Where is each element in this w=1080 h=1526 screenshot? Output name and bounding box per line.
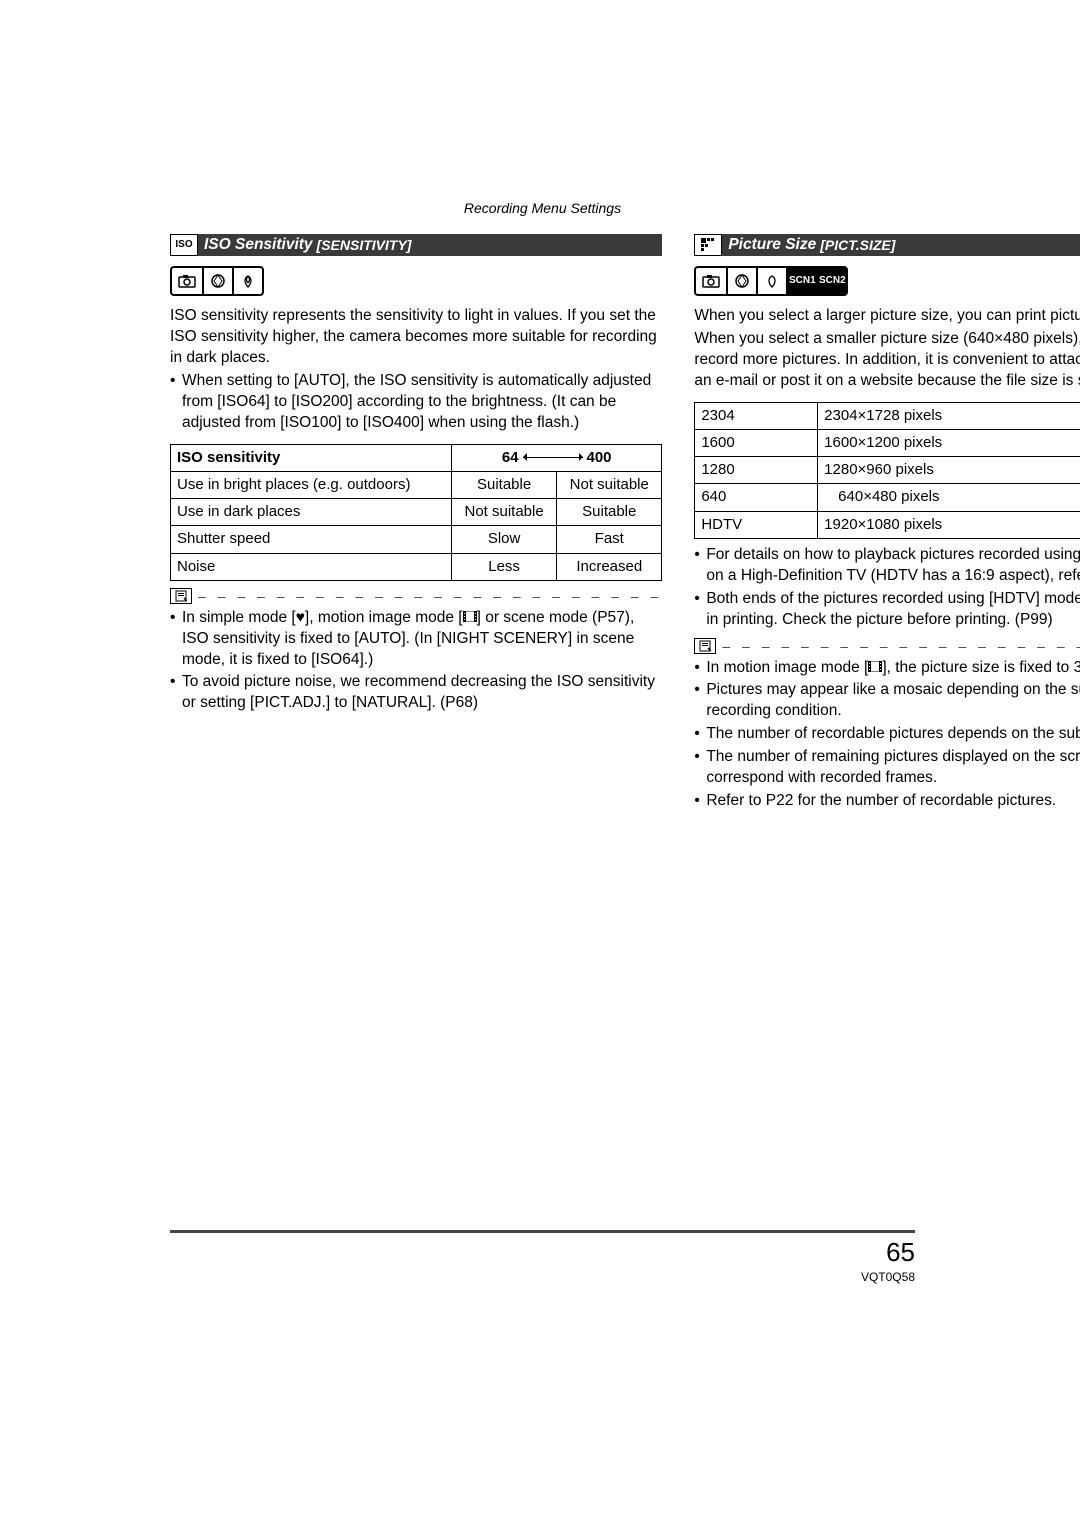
cell: 640×480 pixels xyxy=(818,484,1080,511)
pict-b1: For details on how to playback pictures … xyxy=(694,545,1080,587)
pict-b2: Both ends of the pictures recorded using… xyxy=(694,589,1080,631)
cell: Less xyxy=(452,553,557,580)
table-row: 23042304×1728 pixels xyxy=(695,402,1080,429)
pict-section-bar: Picture Size [PICT.SIZE] xyxy=(694,234,1080,256)
pict-title-text: Picture Size xyxy=(728,235,816,256)
iso-title-text: ISO Sensitivity xyxy=(204,235,313,256)
pict-badge-icon xyxy=(694,234,722,256)
motion-icon xyxy=(868,660,882,676)
pict-note-bullets: In motion image mode [ ], the picture siz… xyxy=(694,658,1080,812)
page-footer: 65 VQT0Q58 xyxy=(170,1230,915,1284)
note-icon xyxy=(694,638,716,654)
pict-intro-2: When you select a smaller picture size (… xyxy=(694,329,1080,392)
table-row: HDTV1920×1080 pixels xyxy=(695,511,1080,538)
dash-line: – – – – – – – – – – – – – – – – – – – – … xyxy=(722,637,1080,656)
t: ], the picture size is fixed to 320×240 … xyxy=(882,659,1080,676)
table-row: Shutter speed Slow Fast xyxy=(171,526,662,553)
cell: 1600 xyxy=(695,429,818,456)
iso-table: ISO sensitivity 64 400 Use in bright pla… xyxy=(170,444,662,581)
right-column: Picture Size [PICT.SIZE] SCN1 SCN2 When … xyxy=(694,234,1080,812)
note-divider: – – – – – – – – – – – – – – – – – – – – … xyxy=(170,587,662,606)
cell: Shutter speed xyxy=(171,526,452,553)
cell: 1280 xyxy=(695,457,818,484)
iso-section-bar: ISO ISO Sensitivity [SENSITIVITY] xyxy=(170,234,662,256)
iso-section-title: ISO Sensitivity [SENSITIVITY] xyxy=(198,234,662,256)
cell: 1280×960 pixels xyxy=(818,457,1080,484)
cell: 1600×1200 pixels xyxy=(818,429,1080,456)
iso-note-bullets: In simple mode [♥], motion image mode []… xyxy=(170,608,662,715)
iso-range-high: 400 xyxy=(587,448,612,468)
cell: Use in bright places (e.g. outdoors) xyxy=(171,471,452,498)
cell: Noise xyxy=(171,553,452,580)
table-row: 12801280×960 pixels xyxy=(695,457,1080,484)
range-arrow-icon xyxy=(523,457,583,458)
pict-bullets: For details on how to playback pictures … xyxy=(694,545,1080,631)
footer-rule xyxy=(170,1230,915,1233)
cell: 2304 xyxy=(695,402,818,429)
pict-nb2: Pictures may appear like a mosaic depend… xyxy=(694,680,1080,722)
iso-badge-icon: ISO xyxy=(170,234,198,256)
dash-line: – – – – – – – – – – – – – – – – – – – – … xyxy=(198,587,662,606)
cell: Not suitable xyxy=(452,499,557,526)
table-row: Use in dark places Not suitable Suitable xyxy=(171,499,662,526)
mode-lens-icon xyxy=(202,268,232,294)
iso-bullets: When setting to [AUTO], the ISO sensitiv… xyxy=(170,371,662,434)
iso-th-range: 64 400 xyxy=(452,444,662,471)
cell: HDTV xyxy=(695,511,818,538)
iso-title-param: [SENSITIVITY] xyxy=(317,236,412,255)
mode-scn2-icon: SCN2 xyxy=(816,268,846,294)
t: In motion image mode [ xyxy=(706,659,868,676)
pict-nb1: In motion image mode [ ], the picture siz… xyxy=(694,658,1080,679)
t: ], motion image mode [ xyxy=(305,609,463,626)
t: In simple mode [ xyxy=(182,609,296,626)
pict-mode-row: SCN1 SCN2 xyxy=(694,266,848,296)
cell: Use in dark places xyxy=(171,499,452,526)
table-row: 640640×480 pixels xyxy=(695,484,1080,511)
page-content: Recording Menu Settings ISO ISO Sensitiv… xyxy=(170,200,915,812)
pict-section-title: Picture Size [PICT.SIZE] xyxy=(722,234,1080,256)
pict-nb4: The number of remaining pictures display… xyxy=(694,747,1080,789)
pict-nb5: Refer to P22 for the number of recordabl… xyxy=(694,791,1080,812)
mode-camera-icon xyxy=(696,268,726,294)
left-column: ISO ISO Sensitivity [SENSITIVITY] ISO se… xyxy=(170,234,662,812)
table-row: Use in bright places (e.g. outdoors) Sui… xyxy=(171,471,662,498)
page-number: 65 xyxy=(170,1237,915,1268)
iso-note-1: In simple mode [♥], motion image mode []… xyxy=(170,608,662,671)
cell: Increased xyxy=(557,553,662,580)
cell: Slow xyxy=(452,526,557,553)
table-row: Noise Less Increased xyxy=(171,553,662,580)
mode-macro-icon xyxy=(232,268,262,294)
doc-code: VQT0Q58 xyxy=(170,1270,915,1284)
cell: Suitable xyxy=(557,499,662,526)
cell: Not suitable xyxy=(557,471,662,498)
two-column-layout: ISO ISO Sensitivity [SENSITIVITY] ISO se… xyxy=(170,234,915,812)
pict-intro-1: When you select a larger picture size, y… xyxy=(694,306,1080,327)
iso-note-2: To avoid picture noise, we recommend dec… xyxy=(170,672,662,714)
mode-scn1-icon: SCN1 xyxy=(786,268,816,294)
note-divider-right: – – – – – – – – – – – – – – – – – – – – … xyxy=(694,637,1080,656)
cell: 640 xyxy=(695,484,818,511)
table-row: 16001600×1200 pixels xyxy=(695,429,1080,456)
mode-camera-icon xyxy=(172,268,202,294)
motion-icon xyxy=(463,610,477,626)
mode-macro-icon xyxy=(756,268,786,294)
pict-nb3: The number of recordable pictures depend… xyxy=(694,724,1080,745)
pict-title-param: [PICT.SIZE] xyxy=(820,236,895,255)
page-header: Recording Menu Settings xyxy=(170,200,915,216)
cell: 2304×1728 pixels xyxy=(818,402,1080,429)
note-icon xyxy=(170,588,192,604)
iso-bullet-auto: When setting to [AUTO], the ISO sensitiv… xyxy=(170,371,662,434)
mode-lens-icon xyxy=(726,268,756,294)
iso-range-low: 64 xyxy=(502,448,519,468)
iso-th-label: ISO sensitivity xyxy=(171,444,452,471)
iso-intro: ISO sensitivity represents the sensitivi… xyxy=(170,306,662,369)
cell: Suitable xyxy=(452,471,557,498)
cell: Fast xyxy=(557,526,662,553)
cell: 1920×1080 pixels xyxy=(818,511,1080,538)
heart-icon: ♥ xyxy=(296,610,305,626)
size-table: 23042304×1728 pixels 16001600×1200 pixel… xyxy=(694,402,1080,539)
iso-mode-row xyxy=(170,266,264,296)
